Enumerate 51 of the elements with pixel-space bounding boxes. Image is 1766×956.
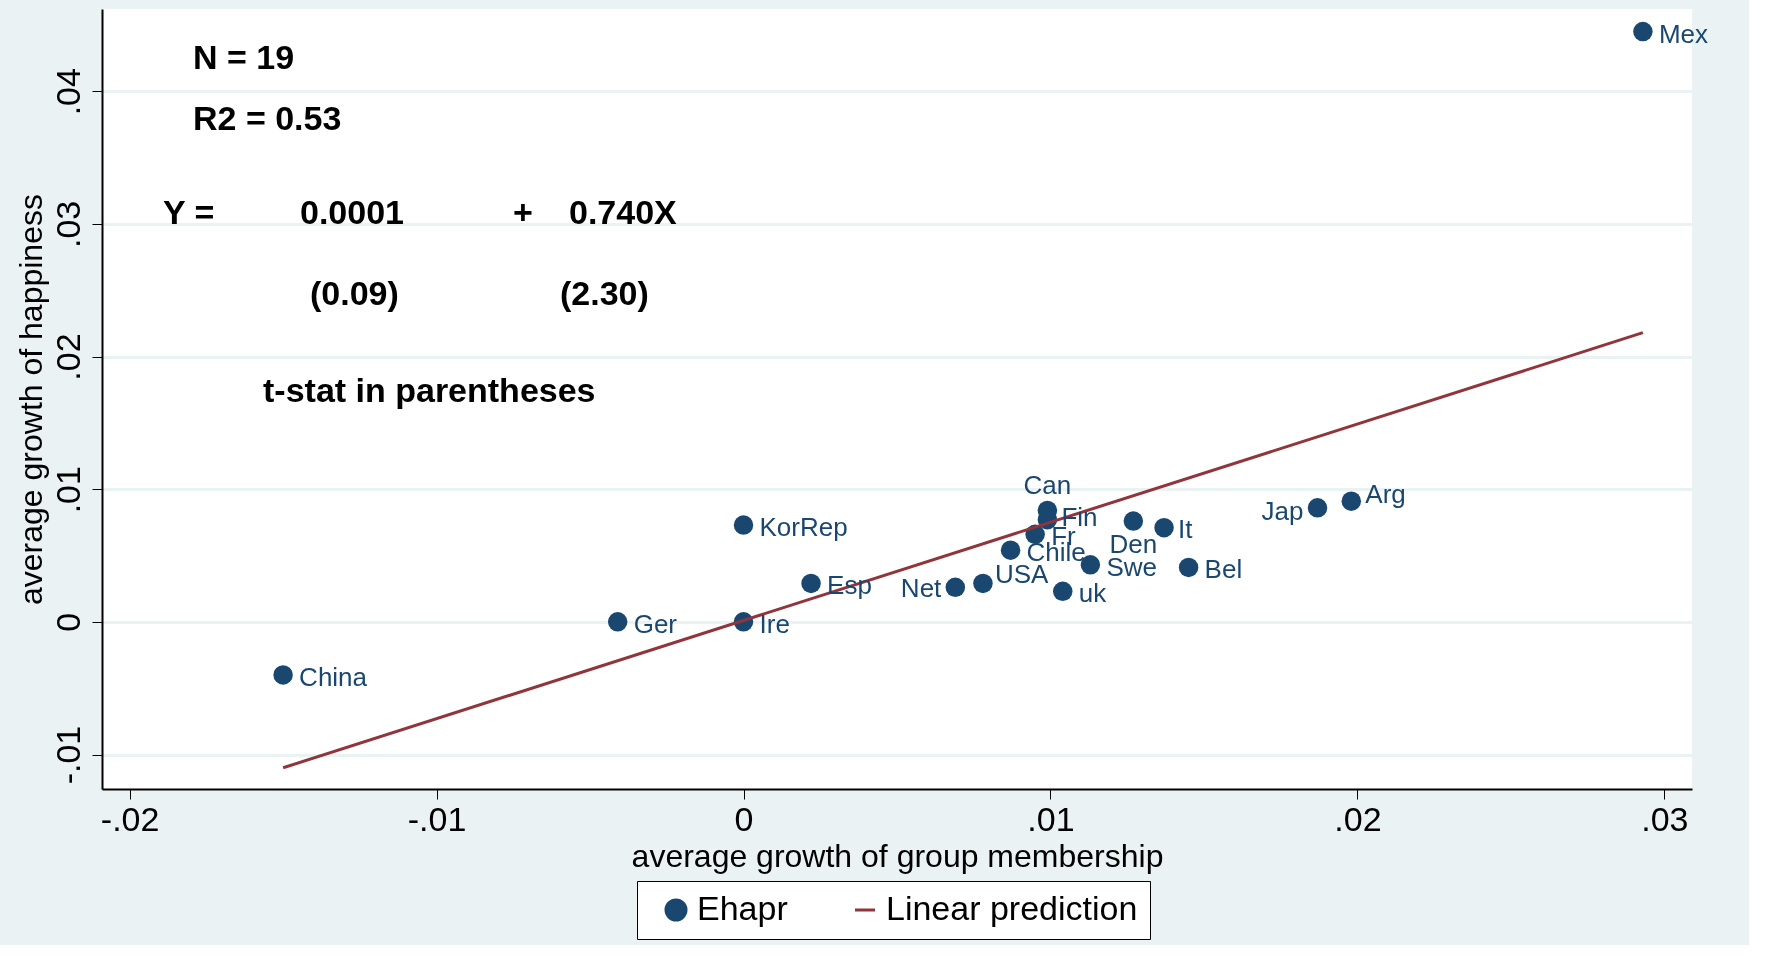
point: [1633, 21, 1653, 42]
annotation: +: [513, 193, 533, 231]
annotation: Jap: [1261, 495, 1304, 526]
point: [1123, 511, 1144, 531]
y-tick-label: .03: [48, 200, 87, 249]
annotation: Ger: [633, 608, 678, 639]
y-axis-title: average growth of happiness: [12, 194, 49, 605]
annotation: 0.740X: [569, 193, 678, 231]
annotation: Mex: [1658, 18, 1709, 49]
annotation: (0.09): [310, 274, 399, 312]
legend-label: Ehapr: [697, 889, 788, 927]
y-tick-label: .01: [48, 466, 87, 514]
point: [1154, 517, 1174, 538]
annotation: uk: [1078, 578, 1108, 609]
legend-label: Linear prediction: [886, 889, 1138, 927]
point: [945, 577, 966, 598]
annotation: Y =: [163, 193, 215, 231]
point: [1178, 557, 1199, 578]
y-tick-label: .04: [48, 68, 87, 116]
y-tick-label: .02: [48, 333, 87, 381]
annotation: Can: [1023, 470, 1072, 501]
annotation: R2 = 0.53: [193, 99, 342, 137]
point: [733, 515, 754, 535]
point: [1341, 491, 1362, 511]
annotation: 0.0001: [300, 193, 404, 231]
annotation: Bel: [1204, 554, 1243, 585]
point: [1000, 540, 1021, 560]
y-tick-label: -.01: [48, 725, 87, 785]
x-axis-title: average growth of group membership: [631, 837, 1164, 874]
point: [973, 573, 993, 594]
point: [1053, 581, 1073, 602]
annotation: It: [1178, 513, 1194, 544]
x-tick-label: .02: [1334, 799, 1382, 838]
x-tick-label: .03: [1641, 799, 1689, 838]
annotation: t-stat in parentheses: [263, 371, 596, 409]
point: [1307, 498, 1328, 518]
annotation: China: [299, 661, 368, 692]
y-tick-label: 0: [48, 612, 87, 632]
x-tick-label: -.01: [407, 799, 467, 838]
x-tick-label: .01: [1027, 799, 1075, 838]
annotation: (2.30): [560, 274, 649, 312]
annotation: N = 19: [193, 38, 295, 76]
x-tick-label: -.02: [100, 799, 160, 838]
point: [801, 573, 821, 594]
annotation: Ire: [759, 608, 790, 639]
point: [273, 665, 293, 685]
annotation: KorRep: [759, 512, 848, 543]
point: [607, 612, 628, 632]
annotation: Arg: [1365, 479, 1406, 510]
annotation: Net: [900, 573, 943, 604]
x-tick-label: 0: [734, 799, 754, 838]
